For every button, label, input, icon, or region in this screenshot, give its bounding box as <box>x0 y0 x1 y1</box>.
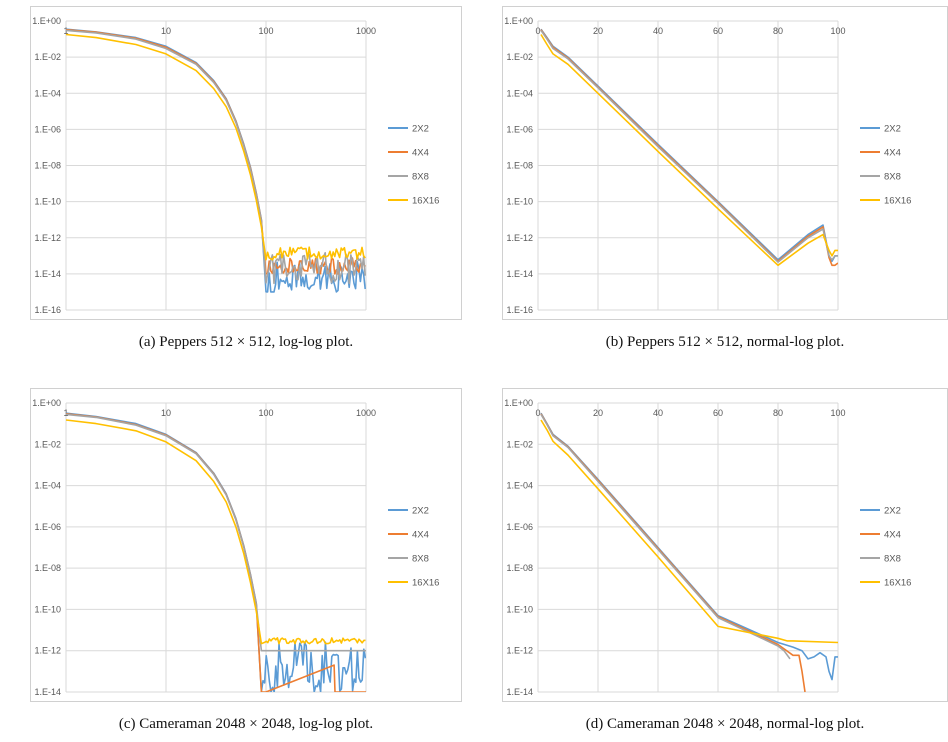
series-line-16X16 <box>66 419 366 645</box>
y-tick-label: 1.E-02 <box>34 52 61 62</box>
legend-label-4X4: 4X4 <box>412 148 429 159</box>
x-tick-label: 100 <box>258 408 273 418</box>
x-tick-label: 10 <box>161 408 171 418</box>
y-tick-label: 1.E-08 <box>34 161 61 171</box>
y-tick-label: 1.E-08 <box>506 563 533 573</box>
x-tick-label: 60 <box>713 26 723 36</box>
caption-a: (a) Peppers 512 × 512, log-log plot. <box>138 334 354 350</box>
x-tick-label: 20 <box>593 408 603 418</box>
series-line-4X4 <box>66 28 366 275</box>
x-tick-label: 40 <box>653 26 663 36</box>
series-line-8X8 <box>66 413 366 652</box>
y-tick-label: 1.E-04 <box>34 481 61 491</box>
x-tick-label: 1 <box>63 408 68 418</box>
x-tick-label: 60 <box>713 408 723 418</box>
y-tick-label: 1.E-06 <box>34 522 61 532</box>
legend-label-4X4: 4X4 <box>412 530 429 541</box>
caption-c: (c) Cameraman 2048 × 2048, log-log plot. <box>118 716 374 732</box>
legend-label-8X8: 8X8 <box>412 172 429 183</box>
y-tick-label: 1.E-06 <box>34 124 61 134</box>
x-tick-label: 0 <box>535 26 540 36</box>
y-tick-label: 1.E-10 <box>506 604 533 614</box>
series-line-8X8 <box>540 29 838 263</box>
x-tick-label: 10 <box>161 26 171 36</box>
chart-d: 1.E+00 1.E-02 1.E-04 1.E-06 1.E-08 1.E-10 1.E-… <box>502 388 948 702</box>
series-line-8X8 <box>540 413 791 660</box>
chart-frame <box>502 6 948 320</box>
y-tick-label: 1.E-16 <box>34 305 61 315</box>
legend-label-2X2: 2X2 <box>884 506 901 517</box>
y-tick-label: 1.E-16 <box>506 305 533 315</box>
y-tick-label: 1.E-14 <box>506 687 533 697</box>
y-tick-label: 1.E-12 <box>34 233 61 243</box>
y-tick-label: 1.E+00 <box>504 398 533 408</box>
legend-label-8X8: 8X8 <box>884 554 901 565</box>
y-tick-label: 1.E-02 <box>34 439 61 449</box>
chart-panel-a: 1.E+00 1.E-02 1.E-04 1.E-06 1.E-08 1.E-10 1.E-… <box>30 6 462 320</box>
legend-label-16X16: 16X16 <box>884 578 911 589</box>
x-tick-label: 1000 <box>356 408 376 418</box>
legend-label-2X2: 2X2 <box>884 124 901 135</box>
legend-label-16X16: 16X16 <box>884 196 911 207</box>
y-tick-label: 1.E-02 <box>506 439 533 449</box>
y-tick-label: 1.E-10 <box>506 197 533 207</box>
y-tick-label: 1.E-04 <box>506 88 533 98</box>
series-line-16X16 <box>66 33 366 261</box>
x-tick-label: 40 <box>653 408 663 418</box>
caption-b: (b) Peppers 512 × 512, normal-log plot. <box>605 334 845 350</box>
series-line-16X16 <box>540 34 838 267</box>
legend-label-16X16: 16X16 <box>412 196 439 207</box>
legend-label-2X2: 2X2 <box>412 506 429 517</box>
x-tick-label: 0 <box>535 408 540 418</box>
series-line-2X2 <box>66 28 366 293</box>
chart-panel-d: 1.E+00 1.E-02 1.E-04 1.E-06 1.E-08 1.E-10 1.E-… <box>502 388 948 702</box>
y-tick-label: 1.E-14 <box>34 269 61 279</box>
y-tick-label: 1.E+00 <box>504 16 533 26</box>
chart-b: 1.E+00 1.E-02 1.E-04 1.E-06 1.E-08 1.E-10 1.E-… <box>502 6 948 320</box>
y-tick-label: 1.E-10 <box>34 197 61 207</box>
legend-label-8X8: 8X8 <box>412 554 429 565</box>
y-tick-label: 1.E-06 <box>506 522 533 532</box>
x-tick-label: 100 <box>258 26 273 36</box>
x-tick-label: 1000 <box>356 26 376 36</box>
y-tick-label: 1.E-14 <box>506 269 533 279</box>
chart-a: 1.E+00 1.E-02 1.E-04 1.E-06 1.E-08 1.E-10 1.E-… <box>30 6 462 320</box>
chart-panel-c: 1.E+00 1.E-02 1.E-04 1.E-06 1.E-08 1.E-10 1.E-… <box>30 388 462 702</box>
series-line-16X16 <box>540 419 838 644</box>
legend-label-16X16: 16X16 <box>412 578 439 589</box>
legend-label-4X4: 4X4 <box>884 530 901 541</box>
y-tick-label: 1.E-04 <box>506 481 533 491</box>
y-tick-label: 1.E-04 <box>34 88 61 98</box>
chart-panel-b: 1.E+00 1.E-02 1.E-04 1.E-06 1.E-08 1.E-10 1.E-… <box>502 6 948 320</box>
y-tick-label: 1.E-10 <box>34 604 61 614</box>
x-tick-label: 100 <box>830 26 845 36</box>
legend-label-8X8: 8X8 <box>884 172 901 183</box>
y-tick-label: 1.E+00 <box>32 398 61 408</box>
series-line-8X8 <box>66 29 366 285</box>
chart-frame <box>30 6 462 320</box>
chart-c: 1.E+00 1.E-02 1.E-04 1.E-06 1.E-08 1.E-10 1.E-… <box>30 388 462 702</box>
x-tick-label: 80 <box>773 408 783 418</box>
y-tick-label: 1.E-06 <box>506 124 533 134</box>
y-tick-label: 1.E-08 <box>34 563 61 573</box>
y-tick-label: 1.E-08 <box>506 161 533 171</box>
chart-frame <box>502 388 948 702</box>
y-tick-label: 1.E+00 <box>32 16 61 26</box>
legend-label-4X4: 4X4 <box>884 148 901 159</box>
chart-frame <box>30 388 462 702</box>
x-tick-label: 80 <box>773 26 783 36</box>
legend-label-2X2: 2X2 <box>412 124 429 135</box>
y-tick-label: 1.E-12 <box>506 233 533 243</box>
y-tick-label: 1.E-02 <box>506 52 533 62</box>
y-tick-label: 1.E-12 <box>506 646 533 656</box>
x-tick-label: 20 <box>593 26 603 36</box>
caption-d: (d) Cameraman 2048 × 2048, normal-log pl… <box>585 716 865 732</box>
x-tick-label: 100 <box>830 408 845 418</box>
y-tick-label: 1.E-14 <box>34 687 61 697</box>
y-tick-label: 1.E-12 <box>34 646 61 656</box>
